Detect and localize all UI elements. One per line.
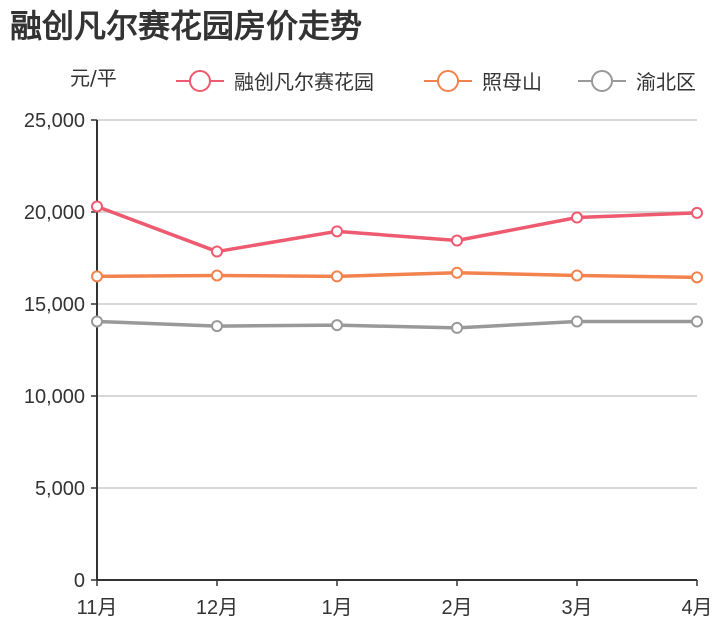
data-point[interactable] [91,200,103,213]
data-point[interactable] [211,269,223,282]
legend-marker-icon[interactable] [189,70,211,92]
data-point[interactable] [451,266,463,279]
x-tick-label: 3月 [561,597,592,619]
x-tick-label: 4月 [681,597,712,619]
series-line-2 [96,319,697,330]
data-point[interactable] [91,270,103,283]
data-point[interactable] [691,315,703,328]
y-tick-label: 25,000 [24,110,85,132]
data-point[interactable] [571,315,583,328]
legend-item-label[interactable]: 照母山 [482,70,542,94]
data-point[interactable] [571,269,583,282]
data-point[interactable] [91,315,103,328]
data-point[interactable] [331,270,343,283]
y-tick-label: 0 [74,570,85,592]
series-line-0 [96,204,698,254]
legend-item-label[interactable]: 渝北区 [636,70,696,94]
x-tick-label: 1月 [321,597,352,619]
y-tick-label: 15,000 [24,294,85,316]
data-point[interactable] [691,206,703,219]
y-tick-label: 10,000 [24,386,85,408]
series-line-1 [96,270,698,280]
legend-marker-icon[interactable] [437,70,459,92]
data-point[interactable] [571,211,583,224]
y-tick-label: 20,000 [24,202,85,224]
data-point[interactable] [211,245,223,258]
data-point[interactable] [451,234,463,247]
data-point[interactable] [451,321,463,334]
data-point[interactable] [331,319,343,332]
legend-marker-icon[interactable] [591,70,613,92]
x-tick-label: 11月 [77,597,118,619]
legend-item-label[interactable]: 融创凡尔赛花园 [234,70,374,94]
y-tick-label: 5,000 [35,478,85,500]
x-tick-label: 12月 [196,597,238,619]
chart-title: 融创凡尔赛花园房价走势 [10,7,363,45]
x-tick-label: 2月 [441,597,472,619]
y-axis-unit-label: 元/平 [70,66,117,90]
data-point[interactable] [691,271,703,284]
data-point[interactable] [211,320,223,333]
data-point[interactable] [331,225,343,238]
